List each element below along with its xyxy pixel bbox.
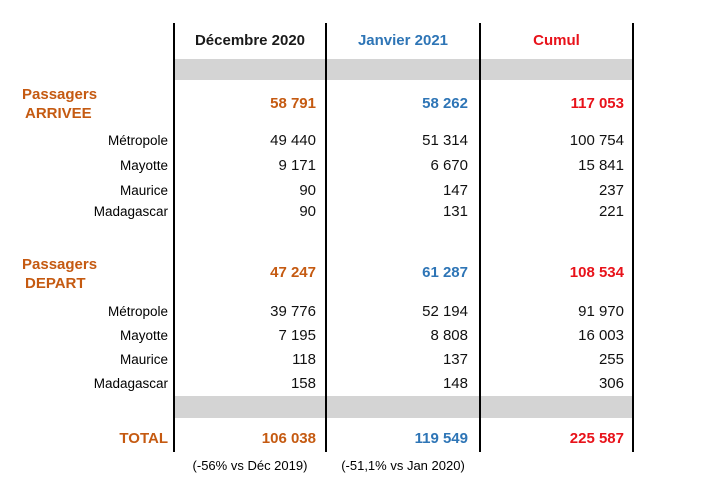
spacer-cell [0,92,174,116]
grand-total-value: 225 587 [569,430,624,447]
value-cell: 91 970 [578,303,624,320]
value-cell: 15 841 [578,157,624,174]
section-total-value: 61 287 [422,264,468,281]
section-total-row-depart: 47 247 61 287 108 534 [0,261,634,285]
value-cell: 137 [442,351,468,368]
row-label: Madagascar [93,204,168,219]
value-cell: 306 [598,375,624,392]
header-separator-band [174,59,634,80]
grand-total-value: 119 549 [414,430,468,447]
column-divider [479,23,481,452]
row-label: Maurice [119,352,168,367]
spacer-cell [480,456,633,476]
section-title-line2: DEPART [25,275,86,292]
value-cell: 90 [299,182,316,199]
section-title-line1: Passagers [22,86,98,103]
value-cell: 118 [292,351,316,368]
table-row: Mayotte 7 195 8 808 16 003 [0,323,634,348]
value-cell: 8 808 [430,327,468,344]
value-cell: 131 [442,203,468,220]
value-cell: 148 [442,375,468,392]
header-row: Décembre 2020 Janvier 2021 Cumul [0,23,634,59]
value-cell: 255 [598,351,624,368]
value-cell: 49 440 [270,132,316,149]
footnote-jan-2020: (-51,1% vs Jan 2020) [341,458,465,473]
row-label: Madagascar [93,376,168,391]
row-label: Mayotte [119,158,168,173]
value-cell: 16 003 [578,327,624,344]
grand-total-value: 106 038 [261,430,316,447]
column-header-decembre-2020: Décembre 2020 [194,32,306,49]
table-row: Madagascar 158 148 306 [0,371,634,396]
total-separator-band [174,396,634,418]
column-divider [325,23,327,452]
section-title-line1: Passagers [22,256,98,273]
section-title-depart: Passagers DEPART [22,255,97,293]
section-total-value: 58 262 [422,95,468,112]
value-cell: 147 [442,182,468,199]
header-empty-cell [0,23,174,59]
column-divider [632,23,634,452]
table-row: Métropole 49 440 51 314 100 754 [0,128,634,153]
value-cell: 51 314 [422,132,468,149]
column-divider [173,23,175,452]
grand-total-row: TOTAL 106 038 119 549 225 587 [0,426,634,451]
value-cell: 221 [598,203,624,220]
table-row: Maurice 118 137 255 [0,347,634,372]
spacer-cell [0,456,174,476]
value-cell: 100 754 [569,132,624,149]
section-total-row-arrivee: 58 791 58 262 117 053 [0,92,634,116]
value-cell: 39 776 [270,303,316,320]
row-label: Métropole [107,133,168,148]
table-row: Métropole 39 776 52 194 91 970 [0,299,634,324]
row-label: Maurice [119,183,168,198]
table-row: Maurice 90 147 237 [0,178,634,203]
table-row: Madagascar 90 131 221 [0,199,634,224]
spacer-cell [0,261,174,285]
column-header-janvier-2021: Janvier 2021 [357,32,449,49]
footnote-row: (-56% vs Déc 2019) (-51,1% vs Jan 2020) [0,456,634,476]
value-cell: 52 194 [422,303,468,320]
table-row: Mayotte 9 171 6 670 15 841 [0,153,634,178]
value-cell: 6 670 [430,157,468,174]
row-label: Mayotte [119,328,168,343]
section-total-value: 117 053 [570,95,624,112]
value-cell: 158 [290,375,316,392]
value-cell: 9 171 [278,157,316,174]
section-total-value: 47 247 [270,264,316,281]
value-cell: 7 195 [278,327,316,344]
column-header-cumul: Cumul [533,32,580,49]
value-cell: 237 [598,182,624,199]
grand-total-label: TOTAL [119,430,168,447]
row-label: Métropole [107,304,168,319]
section-total-value: 108 534 [569,264,624,281]
section-total-value: 58 791 [270,95,316,112]
footnote-dec-2019: (-56% vs Déc 2019) [192,458,308,473]
section-title-arrivee: Passagers ARRIVEE [22,85,97,123]
section-title-line2: ARRIVEE [25,105,92,122]
value-cell: 90 [299,203,316,220]
